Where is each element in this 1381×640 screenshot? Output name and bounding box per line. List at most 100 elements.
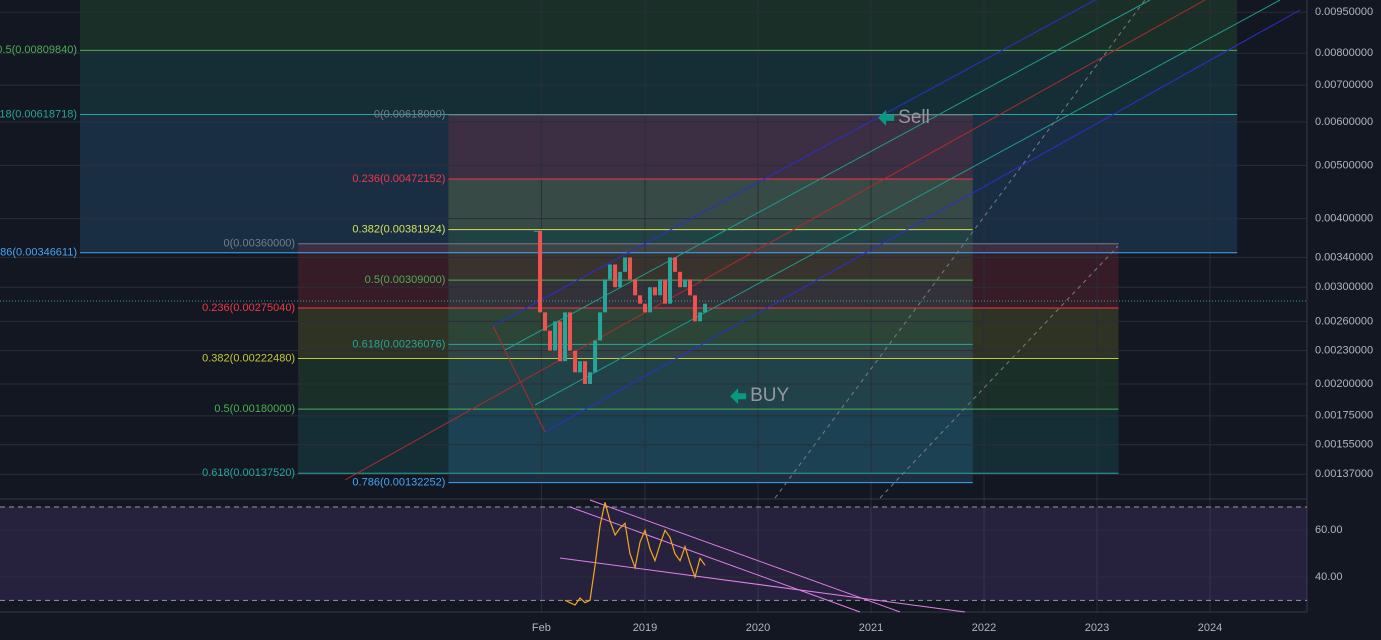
rsi-trendline (589, 499, 901, 613)
candle (567, 312, 572, 351)
y-tick-label: 0.00800000 (1315, 47, 1373, 59)
fib-label: 0.5(0.00309000) (365, 274, 446, 286)
candle (688, 279, 693, 296)
channel-upper (492, 0, 1096, 327)
candle (658, 279, 663, 296)
candle (663, 279, 668, 304)
y-tick-label: 0.00340000 (1315, 251, 1373, 263)
candle (703, 303, 708, 313)
y-tick-label: 0.00175000 (1315, 410, 1373, 422)
fib-label: 0.236(0.00472152) (352, 173, 445, 185)
candle (692, 295, 697, 322)
annotation: Sell (898, 107, 930, 128)
fib-label: 0(0.00618000) (374, 109, 446, 121)
x-tick-label: 2024 (1198, 622, 1222, 634)
candle (538, 230, 543, 313)
rsi-pane (0, 506, 1307, 601)
candle (623, 257, 628, 272)
candle (593, 340, 598, 373)
fib-band (448, 280, 973, 345)
annotation: BUY (750, 385, 789, 406)
fib-backgrounds (80, 0, 1238, 483)
candle (678, 271, 683, 288)
fib-label: 0.786(0.00346611) (0, 247, 77, 259)
y-tick-label: 0.00300000 (1315, 281, 1373, 293)
y-tick-label: 0.00400000 (1315, 213, 1373, 225)
x-tick-label: 2020 (746, 622, 770, 634)
candle (638, 295, 643, 304)
rsi-trendline (569, 506, 861, 613)
y-tick-label: 0.00230000 (1315, 345, 1373, 357)
candle (603, 279, 608, 313)
y-tick-label: 60.00 (1315, 524, 1343, 536)
fib-label: 0.618(0.00236076) (352, 338, 445, 350)
y-tick-label: 0.00200000 (1315, 378, 1373, 390)
y-tick-label: 0.00700000 (1315, 79, 1373, 91)
y-tick-label: 0.00600000 (1315, 116, 1373, 128)
fib-band (298, 307, 1119, 359)
candle (547, 330, 552, 351)
fib-band (80, 50, 1238, 115)
fib-label: 0(0.00360000) (224, 238, 296, 250)
fib-band (448, 344, 973, 483)
rsi-trendline (559, 557, 966, 613)
candle (563, 312, 568, 362)
candle (583, 361, 588, 384)
rsi-drawings (559, 499, 966, 613)
y-tick-label: 0.00260000 (1315, 315, 1373, 327)
channel-median (344, 0, 1206, 481)
grid (0, 0, 1307, 612)
trend-dashed (879, 245, 1119, 499)
candle (683, 279, 688, 288)
channel-edge (492, 325, 546, 433)
marks (533, 230, 708, 606)
candle (627, 257, 632, 280)
fib-label: 0.5(0.00180000) (214, 403, 295, 415)
drawings (0, 0, 1308, 613)
fib-label: 0.618(0.00618718) (0, 108, 77, 120)
candle (533, 230, 538, 232)
channel-inner (504, 0, 1151, 351)
candle (613, 264, 618, 288)
candle (667, 257, 672, 304)
candle (633, 279, 638, 296)
y-tick-label: 0.00950000 (1315, 6, 1373, 18)
candle (618, 271, 623, 288)
fib-band (298, 409, 1119, 474)
candle (643, 303, 648, 313)
candle (672, 257, 677, 272)
channel-inner (534, 0, 1281, 406)
candle (598, 312, 603, 341)
candle (573, 350, 578, 373)
fib-label: 0.618(0.00137520) (202, 467, 295, 479)
y-tick-label: 0.00500000 (1315, 159, 1373, 171)
x-tick-label: 2021 (859, 622, 883, 634)
x-tick-label: Feb (532, 622, 551, 634)
y-tick-label: 40.00 (1315, 571, 1343, 583)
candle (553, 321, 558, 351)
fib-band (80, 0, 1238, 51)
candle (578, 361, 583, 373)
fib-lines (80, 49, 1238, 484)
fib-label: 0.786(0.00132252) (352, 477, 445, 489)
x-tick-label: 2019 (633, 622, 657, 634)
y-tick-label: 0.00155000 (1315, 439, 1373, 451)
fib-band (298, 243, 1119, 308)
fib-label: 0.382(0.00222480) (202, 352, 295, 364)
rsi-band (0, 507, 1307, 601)
channel-lower (544, 9, 1301, 433)
x-tick-label: 2022 (972, 622, 996, 634)
fib-band (448, 179, 973, 230)
candle (698, 312, 703, 322)
x-tick-label: 2023 (1085, 622, 1109, 634)
fib-label: 0.236(0.00275040) (202, 302, 295, 314)
candle (607, 264, 612, 280)
candle (543, 312, 548, 331)
rsi-line (564, 502, 706, 606)
candle (652, 287, 657, 296)
candle (558, 321, 563, 362)
annotation-arrow (878, 109, 895, 126)
fib-band (448, 114, 973, 180)
